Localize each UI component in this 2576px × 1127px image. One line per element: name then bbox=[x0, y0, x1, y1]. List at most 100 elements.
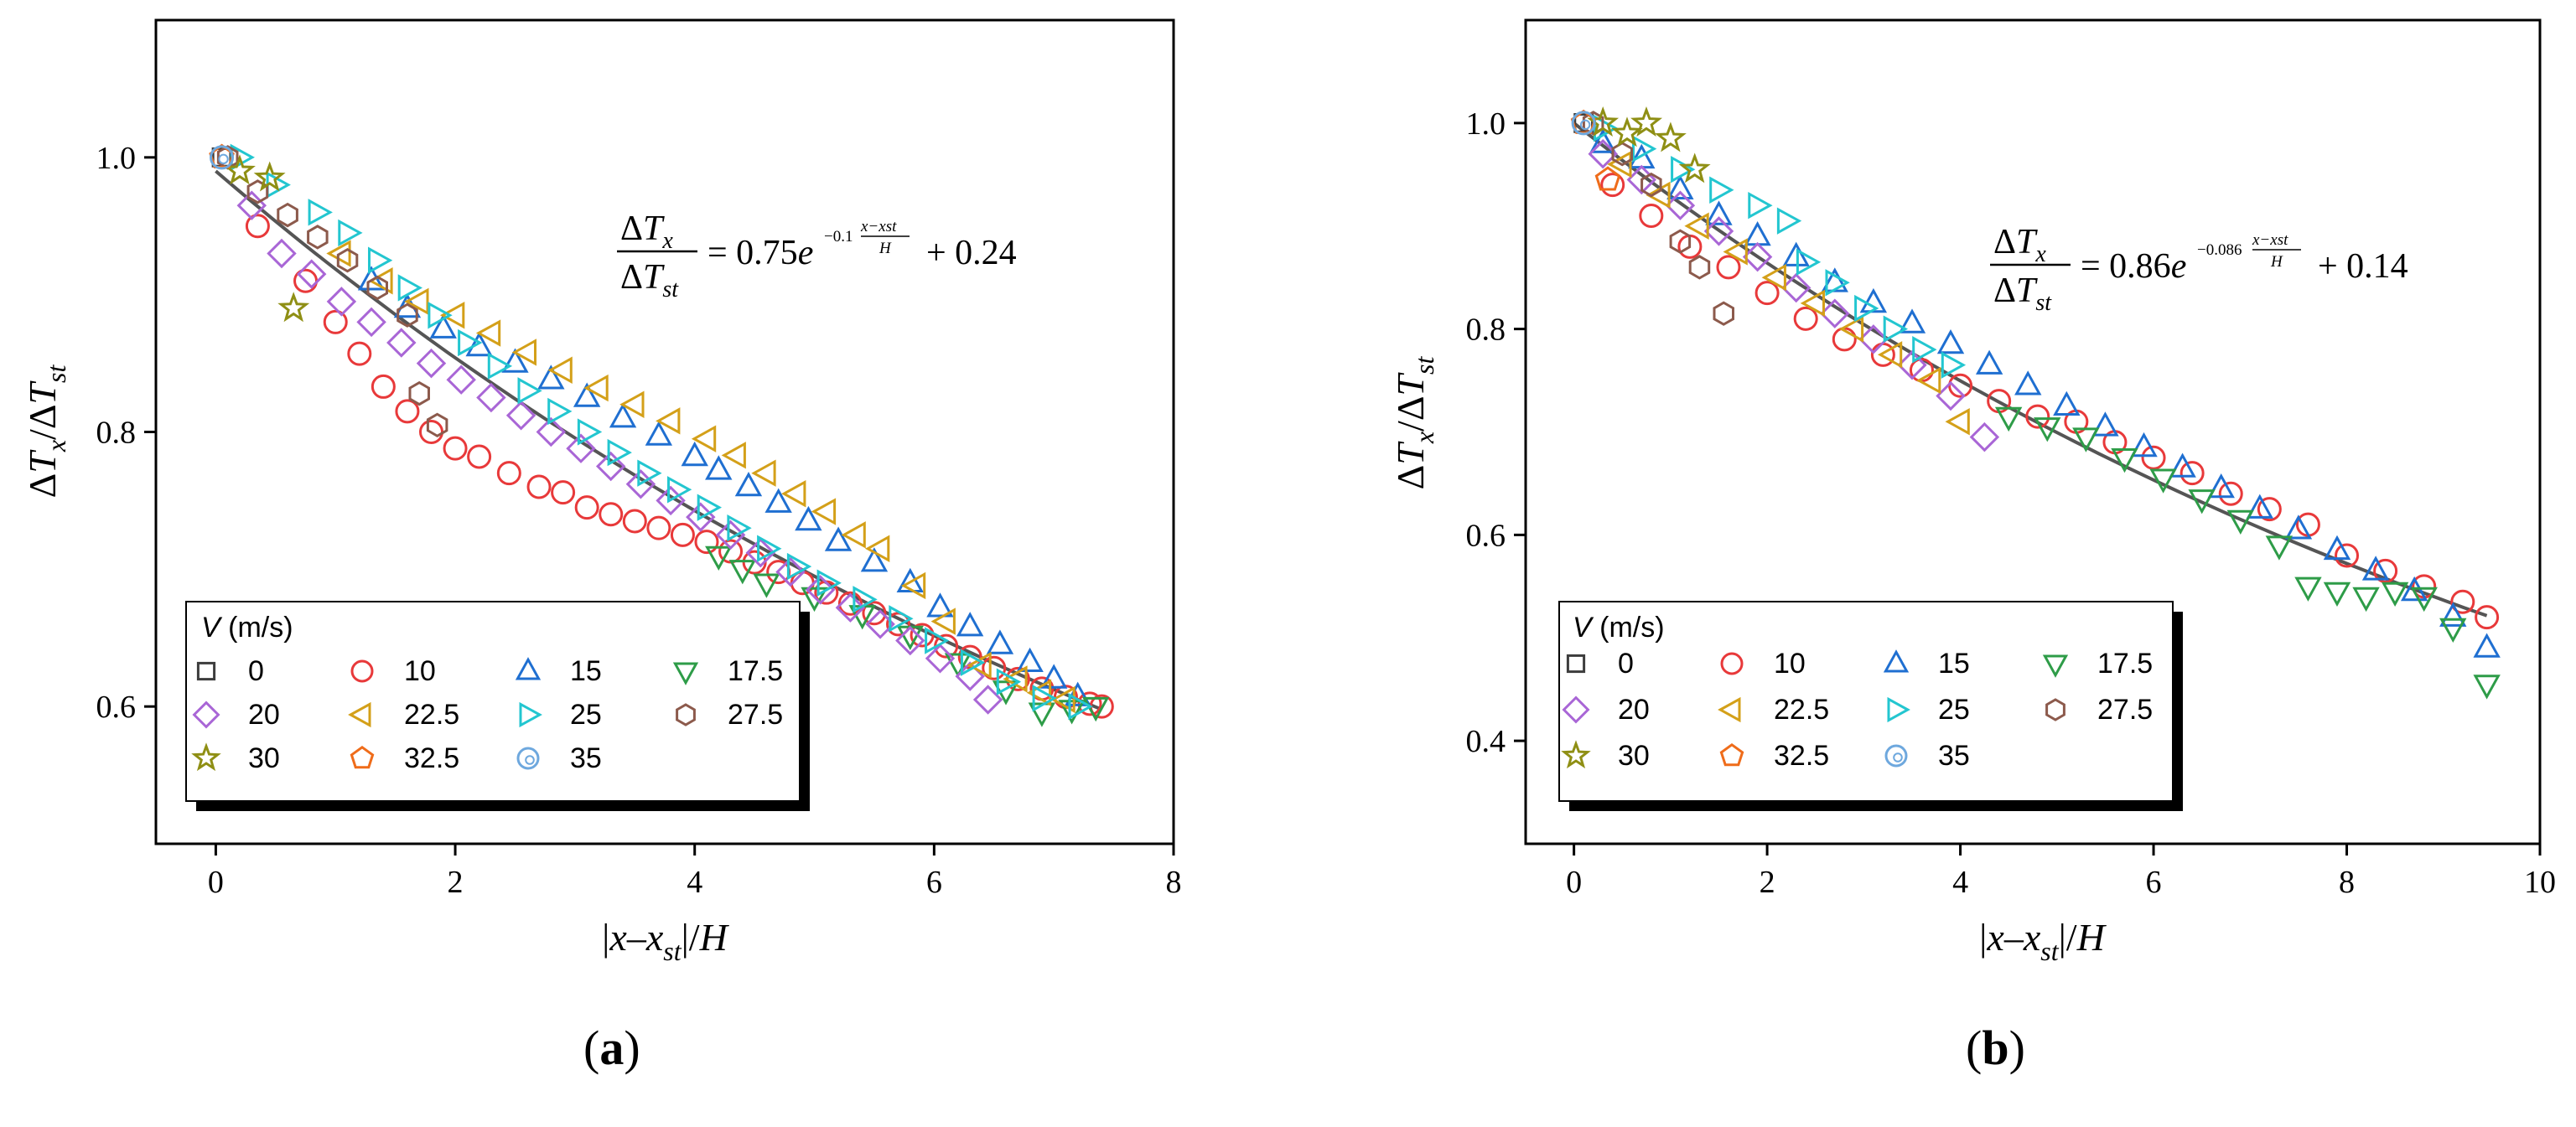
data-point bbox=[900, 571, 926, 600]
legend-label: 15 bbox=[1938, 648, 1970, 680]
data-point bbox=[1016, 647, 1044, 672]
data-point bbox=[347, 341, 372, 366]
data-point bbox=[573, 382, 601, 407]
legend-item-30: 30 bbox=[191, 742, 280, 774]
legend-marker bbox=[350, 659, 374, 683]
data-point bbox=[323, 309, 348, 334]
data-point bbox=[645, 421, 673, 446]
data-point bbox=[2226, 509, 2254, 535]
data-point bbox=[986, 629, 1014, 654]
data-point bbox=[223, 154, 256, 185]
legend-item-15: 15 bbox=[1883, 648, 1970, 680]
data-point bbox=[583, 374, 609, 402]
legend-item-25: 25 bbox=[1887, 694, 1970, 726]
data-point bbox=[619, 390, 645, 418]
legend: V (m/s) 0 10 15 17.5 20 22.5 25 27.5 30 32.5 35 bbox=[185, 601, 810, 811]
data-point bbox=[1630, 106, 1663, 137]
data-point bbox=[646, 515, 671, 540]
data-point bbox=[860, 547, 889, 572]
data-point bbox=[982, 655, 1007, 680]
data-point bbox=[1611, 141, 1633, 167]
data-point bbox=[245, 214, 270, 239]
series-30 bbox=[223, 154, 310, 323]
data-point bbox=[1936, 328, 1965, 354]
data-point bbox=[307, 225, 329, 250]
data-point bbox=[1820, 298, 1850, 328]
data-point bbox=[1639, 203, 1664, 228]
legend-label: 20 bbox=[248, 699, 280, 731]
legend-item-27.5: 27.5 bbox=[2045, 694, 2153, 726]
data-point bbox=[210, 145, 235, 170]
data-point bbox=[1859, 287, 1888, 313]
data-point bbox=[1742, 241, 1773, 272]
legend-marker bbox=[672, 662, 699, 685]
exponent-denominator: H bbox=[2270, 253, 2283, 271]
data-point bbox=[841, 521, 866, 549]
data-point bbox=[795, 505, 822, 531]
data-point bbox=[277, 202, 298, 228]
data-point bbox=[765, 488, 792, 513]
data-point bbox=[366, 275, 388, 301]
legend-label: 22.5 bbox=[404, 699, 459, 731]
data-point bbox=[1632, 135, 1657, 163]
legend-marker bbox=[1887, 696, 1910, 723]
legend-box bbox=[1558, 601, 2174, 802]
data-point bbox=[439, 302, 465, 329]
data-point bbox=[1026, 679, 1052, 706]
data-point bbox=[2473, 633, 2501, 658]
data-point bbox=[816, 569, 842, 597]
data-point bbox=[1594, 166, 1621, 191]
legend-item-15: 15 bbox=[515, 655, 602, 687]
data-point bbox=[371, 374, 396, 399]
data-point bbox=[1883, 315, 1909, 343]
legend-title: V (m/s) bbox=[1573, 612, 1665, 644]
data-point bbox=[1654, 121, 1687, 153]
legend-item-10: 10 bbox=[350, 655, 436, 687]
data-point bbox=[1068, 692, 1093, 721]
data-point bbox=[835, 592, 866, 623]
data-point bbox=[944, 653, 972, 678]
data-point bbox=[368, 246, 393, 274]
data-point bbox=[426, 412, 448, 438]
data-point bbox=[1858, 324, 1889, 354]
data-point bbox=[862, 601, 887, 626]
legend-label: 15 bbox=[570, 655, 602, 687]
data-point bbox=[1640, 172, 1662, 198]
data-point bbox=[751, 459, 776, 487]
data-point bbox=[1744, 220, 1771, 246]
legend-item-0: 0 bbox=[196, 655, 264, 687]
legend-item-35: 35 bbox=[516, 742, 602, 774]
data-point bbox=[397, 274, 423, 302]
x-axis-label: |x–xst|/H bbox=[1979, 916, 2107, 966]
data-point bbox=[1780, 272, 1811, 303]
data-point bbox=[1058, 700, 1086, 725]
data-point bbox=[2323, 535, 2351, 561]
y-tick-label: 0.4 bbox=[1466, 724, 1506, 759]
data-point bbox=[2072, 427, 2100, 452]
legend-label: 27.5 bbox=[728, 699, 783, 731]
legend-marker bbox=[1719, 742, 1744, 767]
data-point bbox=[2439, 618, 2467, 644]
y-tick-label: 0.6 bbox=[96, 690, 137, 725]
data-point bbox=[517, 377, 542, 405]
equation-denominator: ΔTst bbox=[620, 258, 679, 302]
legend-label: 17.5 bbox=[728, 655, 783, 687]
legend-label: 30 bbox=[1618, 740, 1650, 772]
data-point bbox=[1669, 229, 1692, 254]
legend-item-17.5: 17.5 bbox=[672, 655, 783, 687]
legend-label: 25 bbox=[570, 699, 602, 731]
data-point bbox=[1688, 255, 1711, 280]
data-point bbox=[1064, 681, 1091, 706]
legend-label: 32.5 bbox=[1774, 740, 1829, 772]
series-35 bbox=[210, 145, 235, 170]
data-point bbox=[1684, 212, 1709, 240]
data-point bbox=[1589, 128, 1617, 153]
data-point bbox=[786, 552, 812, 581]
data-point bbox=[972, 685, 1003, 715]
series-35 bbox=[1571, 111, 1596, 136]
data-point bbox=[2381, 582, 2409, 607]
legend-box bbox=[185, 601, 801, 802]
data-point bbox=[681, 441, 708, 467]
